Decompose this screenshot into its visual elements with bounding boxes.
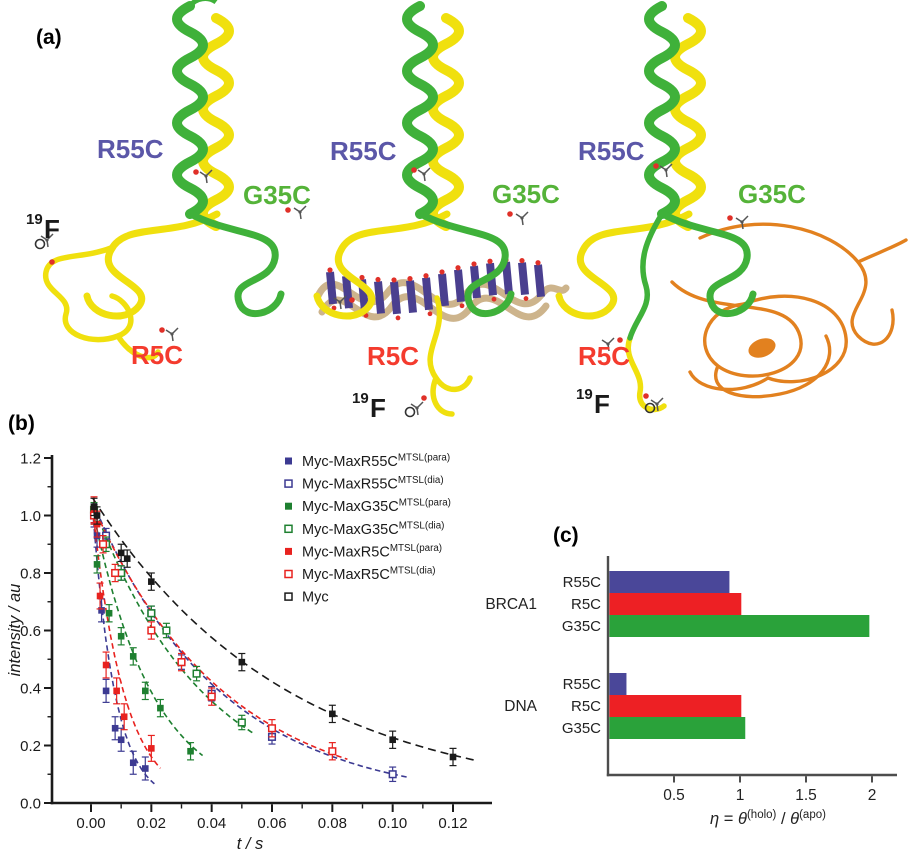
svg-text:DNA: DNA xyxy=(504,698,537,715)
bar-BRCA1-R55C xyxy=(609,571,730,593)
panel-c-label: (c) xyxy=(553,524,579,547)
label-s1-f19: F xyxy=(44,214,60,244)
panel-a-label: (a) xyxy=(36,26,62,49)
label-s3-g35c: G35C xyxy=(738,179,806,209)
svg-text:Myc-MaxR5CMTSL(dia): Myc-MaxR5CMTSL(dia) xyxy=(302,566,436,584)
label-s3-f19: F xyxy=(594,389,610,419)
svg-text:0.6: 0.6 xyxy=(20,623,41,640)
bar-BRCA1-R5C xyxy=(609,593,742,615)
svg-text:1.5: 1.5 xyxy=(795,787,817,804)
svg-text:Myc: Myc xyxy=(302,590,329,606)
svg-text:0.08: 0.08 xyxy=(318,815,347,832)
svg-text:0.06: 0.06 xyxy=(257,815,286,832)
svg-text:1.2: 1.2 xyxy=(20,451,41,468)
legend-item: Myc-MaxR55CMTSL(para) xyxy=(285,453,450,471)
bar-BRCA1-G35C xyxy=(609,615,870,637)
b-legend: Myc-MaxR55CMTSL(para) Myc-MaxR55CMTSL(dia… xyxy=(284,453,451,606)
svg-text:0.2: 0.2 xyxy=(20,738,41,755)
svg-text:0.00: 0.00 xyxy=(76,815,105,832)
svg-text:1: 1 xyxy=(736,787,745,804)
svg-text:G35C: G35C xyxy=(562,720,601,737)
legend-item: Myc xyxy=(284,590,329,606)
panel-c-bar-chart: R55C R5C G35C BRCA1 R55C R5C G35C DNA 0.5 1 1.5 2 η… xyxy=(485,556,897,828)
panel-a-structures: R55C G35C R5C 19 F R55C G35C R5C 19 F R5… xyxy=(26,0,908,423)
svg-text:0.4: 0.4 xyxy=(20,681,41,698)
label-s3-f19-sup: 19 xyxy=(576,386,593,403)
svg-text:0.12: 0.12 xyxy=(438,815,467,832)
label-s3-r5c: R5C xyxy=(578,341,630,371)
svg-text:R55C: R55C xyxy=(563,574,602,591)
bar-DNA-G35C xyxy=(609,717,746,739)
svg-text:Myc-MaxR55CMTSL(dia): Myc-MaxR55CMTSL(dia) xyxy=(302,475,444,493)
label-s2-g35c: G35C xyxy=(492,179,560,209)
label-s2-r55c: R55C xyxy=(330,136,397,166)
svg-text:0.8: 0.8 xyxy=(20,566,41,583)
legend-item: Myc-MaxG35CMTSL(dia) xyxy=(284,520,444,538)
label-s1-r55c: R55C xyxy=(97,134,164,164)
label-s1-g35c: G35C xyxy=(243,180,311,210)
svg-text:Myc-MaxG35CMTSL(dia): Myc-MaxG35CMTSL(dia) xyxy=(302,520,444,538)
legend-item: Myc-MaxG35CMTSL(para) xyxy=(285,498,451,516)
svg-text:t / s: t / s xyxy=(237,835,264,853)
label-s1-r5c: R5C xyxy=(131,340,183,370)
svg-text:0.5: 0.5 xyxy=(663,787,685,804)
svg-text:R55C: R55C xyxy=(563,676,602,693)
label-s2-r5c: R5C xyxy=(367,341,419,371)
panel-b-label: (b) xyxy=(8,412,35,435)
c-bars: R55C R5C G35C BRCA1 R55C R5C G35C DNA xyxy=(485,571,870,739)
svg-text:G35C: G35C xyxy=(562,618,601,635)
svg-text:Myc-MaxR5CMTSL(para): Myc-MaxR5CMTSL(para) xyxy=(302,543,442,561)
bar-DNA-R55C xyxy=(609,673,627,695)
b-axes: 0.0 0.2 0.4 0.6 0.8 1.0 1.2 0.00 0.02 0.04 0.06 0.0… xyxy=(6,451,492,853)
legend-item: Myc-MaxR55CMTSL(dia) xyxy=(284,475,444,493)
svg-text:intensity / au: intensity / au xyxy=(6,584,24,677)
panel-b-decay-plot: 0.0 0.2 0.4 0.6 0.8 1.0 1.2 0.00 0.02 0.04 0.06 0.0… xyxy=(6,451,492,853)
svg-text:Myc-MaxG35CMTSL(para): Myc-MaxG35CMTSL(para) xyxy=(302,498,451,516)
c-axes: 0.5 1 1.5 2 η = θ(holo) / θ(apo) xyxy=(606,556,897,828)
protein-structures-art xyxy=(34,0,908,418)
b-series xyxy=(89,496,478,785)
svg-text:R5C: R5C xyxy=(571,698,601,715)
svg-text:0.02: 0.02 xyxy=(137,815,166,832)
svg-text:0.0: 0.0 xyxy=(20,796,41,813)
svg-text:η = θ(holo) / θ(apo): η = θ(holo) / θ(apo) xyxy=(710,809,826,828)
svg-text:1.0: 1.0 xyxy=(20,508,41,525)
legend-item: Myc-MaxR5CMTSL(para) xyxy=(285,543,442,561)
svg-text:Myc-MaxR55CMTSL(para): Myc-MaxR55CMTSL(para) xyxy=(302,453,450,471)
bar-DNA-R5C xyxy=(609,695,742,717)
svg-text:0.04: 0.04 xyxy=(197,815,226,832)
label-s2-f19: F xyxy=(370,393,386,423)
label-s1-f19-sup: 19 xyxy=(26,211,43,228)
svg-text:R5C: R5C xyxy=(571,596,601,613)
label-s3-r55c: R55C xyxy=(578,136,645,166)
svg-text:2: 2 xyxy=(868,787,877,804)
legend-item: Myc-MaxR5CMTSL(dia) xyxy=(284,566,436,584)
svg-text:0.10: 0.10 xyxy=(378,815,407,832)
svg-text:BRCA1: BRCA1 xyxy=(485,596,537,613)
label-s2-f19-sup: 19 xyxy=(352,390,369,407)
